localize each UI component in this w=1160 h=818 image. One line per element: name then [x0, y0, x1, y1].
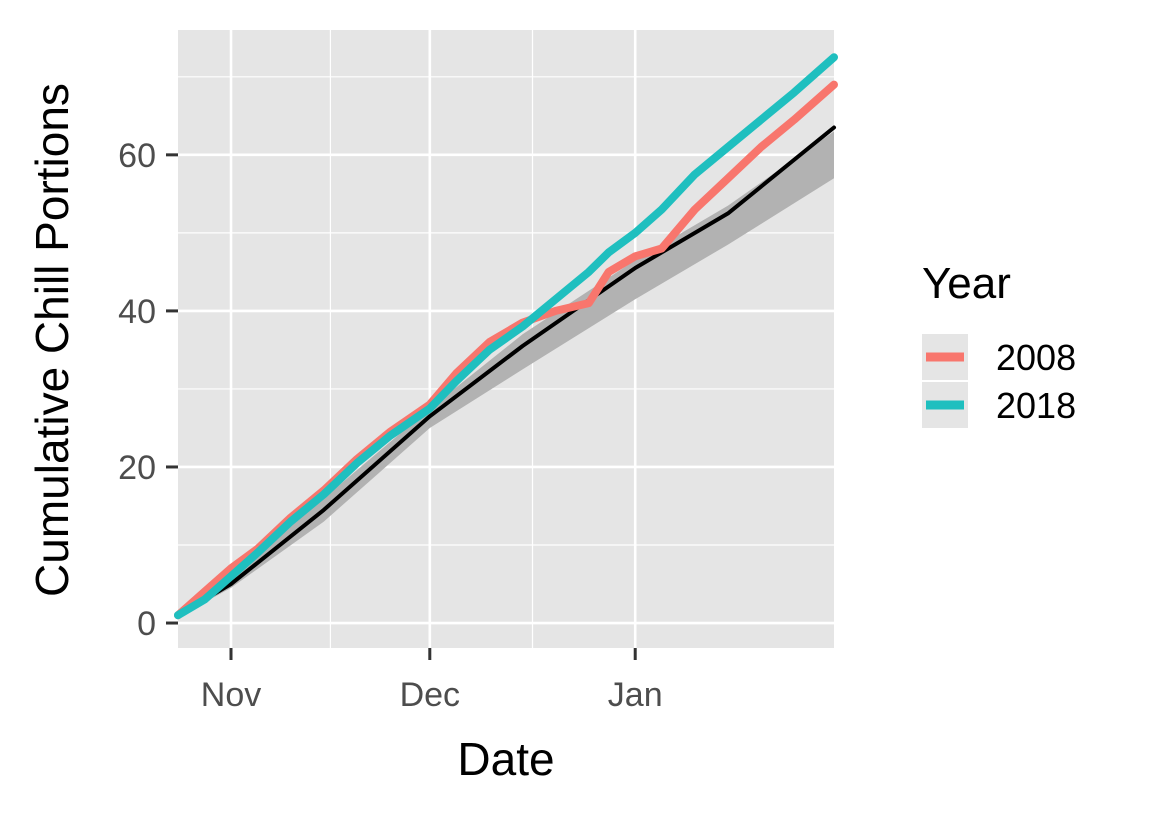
y-tick-label: 60: [118, 137, 156, 175]
y-axis-title: Cumulative Chill Portions: [26, 83, 78, 597]
legend-label-2008: 2008: [996, 337, 1076, 378]
legend: Year 2008 2018: [922, 259, 1076, 428]
x-tick-label: Jan: [608, 676, 663, 714]
y-tick-label: 20: [118, 449, 156, 487]
x-tick-label: Nov: [201, 676, 261, 714]
x-axis: Nov Dec Jan: [201, 648, 663, 714]
legend-title: Year: [922, 259, 1011, 308]
series-lines: [174, 53, 838, 620]
x-axis-title: Date: [457, 733, 554, 785]
y-tick-label: 0: [137, 605, 156, 643]
y-axis: 0 20 40 60: [118, 137, 178, 643]
series-line-2018: [174, 53, 838, 620]
y-tick-label: 40: [118, 293, 156, 331]
x-tick-label: Dec: [400, 676, 460, 714]
legend-label-2018: 2018: [996, 385, 1076, 426]
series-line-mean: [176, 125, 836, 618]
